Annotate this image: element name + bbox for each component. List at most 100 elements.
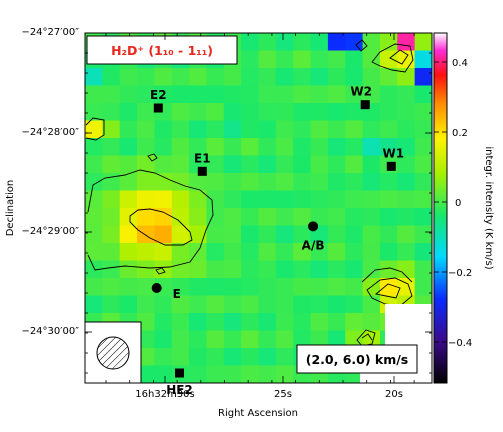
map-pixel (241, 295, 259, 314)
map-pixel (310, 243, 329, 261)
map-pixel (189, 330, 207, 349)
map-pixel (345, 50, 363, 69)
map-pixel (327, 120, 346, 139)
map-pixel (397, 173, 416, 191)
map-pixel (327, 313, 346, 331)
contour-top-right-3 (355, 39, 368, 52)
map-pixel (362, 313, 381, 331)
map-pixel (397, 103, 416, 121)
map-pixel (293, 330, 311, 349)
map-pixel (137, 120, 155, 139)
colorbar-tick-label: −0.2 (448, 268, 472, 279)
map-pixel (379, 103, 398, 121)
map-pixel (223, 85, 242, 104)
map-pixel (102, 295, 121, 314)
source-label: HE2 (166, 383, 193, 397)
map-pixel (414, 278, 432, 296)
map-pixel (275, 68, 294, 86)
map-pixel (379, 85, 398, 104)
velocity-box: (2.0, 6.0) km/s (296, 344, 418, 374)
map-pixel (206, 173, 225, 191)
map-pixel (293, 138, 311, 156)
map-pixel (275, 138, 294, 156)
map-pixel (171, 138, 190, 156)
map-pixel (206, 85, 225, 104)
map-pixel (379, 225, 398, 244)
map-pixel (119, 208, 138, 226)
map-pixel (223, 330, 242, 349)
source-marker (386, 161, 396, 171)
map-pixel (414, 260, 432, 279)
map-pixel (275, 278, 294, 296)
map-pixel (189, 348, 207, 366)
map-pixel (85, 85, 103, 104)
map-pixel (102, 103, 121, 121)
map-pixel (275, 330, 294, 349)
map-pixel (414, 208, 432, 226)
map-pixel (327, 330, 346, 349)
x-tick-label: 20s (385, 389, 403, 400)
map-pixel (258, 173, 277, 191)
map-pixel (171, 348, 190, 366)
map-pixel (397, 138, 416, 156)
map-pixel (362, 138, 381, 156)
map-pixel (258, 348, 277, 366)
map-pixel (241, 173, 259, 191)
map-pixel (414, 103, 432, 121)
map-pixel (310, 120, 329, 139)
colorbar: 0.4 0.2 0 −0.2 −0.4 integr. intensity (K… (433, 32, 494, 384)
map-pixel (379, 68, 398, 86)
map-pixel (275, 85, 294, 104)
map-pixel (171, 190, 190, 209)
map-pixel (119, 155, 138, 174)
source-label: W1 (382, 146, 404, 160)
map-pixel (310, 50, 329, 69)
map-pixel (293, 50, 311, 69)
map-pixel (119, 173, 138, 191)
map-pixel (102, 243, 121, 261)
map-pixel (154, 365, 173, 383)
map-pixel (154, 208, 173, 226)
map-pixel (241, 208, 259, 226)
map-pixel (102, 68, 121, 86)
map-pixel (85, 68, 103, 86)
map-pixel (275, 190, 294, 209)
source-marker (151, 283, 162, 293)
map-pixel (241, 225, 259, 244)
map-pixel (258, 190, 277, 209)
map-pixel (345, 85, 363, 104)
beam-ellipse (96, 336, 130, 370)
map-pixel (310, 278, 329, 296)
map-pixel (310, 173, 329, 191)
map-pixel (102, 260, 121, 279)
map-pixel (414, 68, 432, 86)
map-pixel (397, 33, 416, 51)
map-pixel (102, 190, 121, 209)
map-pixel (206, 330, 225, 349)
map-pixel (310, 33, 329, 51)
source-marker (197, 166, 207, 176)
map-pixel (189, 103, 207, 121)
map-pixel (362, 190, 381, 209)
map-pixel (258, 365, 277, 383)
map-pixel (189, 173, 207, 191)
map-pixel (85, 278, 103, 296)
map-pixel (154, 225, 173, 244)
colorbar-tick-label: 0 (455, 198, 461, 209)
map-pixel (293, 120, 311, 139)
map-pixel (362, 208, 381, 226)
map-pixel (102, 208, 121, 226)
map-pixel (345, 120, 363, 139)
source-marker (153, 103, 163, 113)
map-pixel (258, 33, 277, 51)
map-pixel (345, 173, 363, 191)
intensity-map (85, 33, 432, 383)
contour-left-edge (85, 117, 105, 141)
map-pixel (275, 260, 294, 279)
map-pixel (293, 278, 311, 296)
map-pixel (379, 120, 398, 139)
map-pixel (397, 208, 416, 226)
map-pixel (223, 103, 242, 121)
y-tick-label: −24°28′00″ (21, 127, 79, 138)
